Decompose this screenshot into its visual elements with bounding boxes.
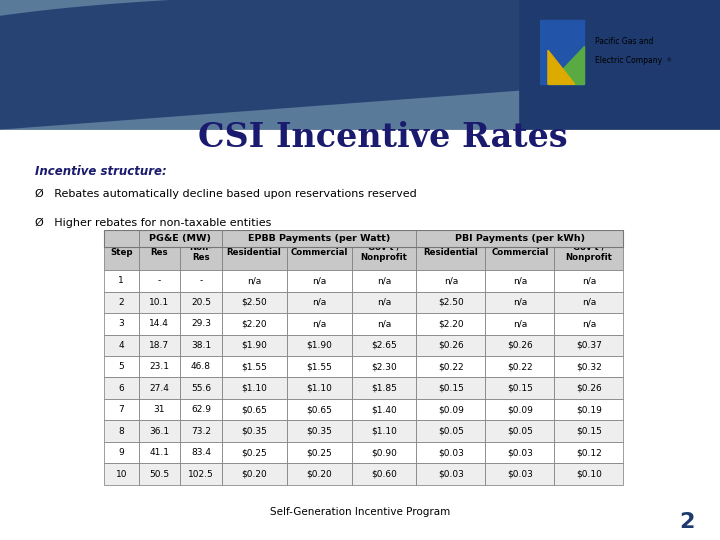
Text: ®: ® <box>667 58 672 64</box>
Bar <box>104 230 139 247</box>
PathPatch shape <box>0 0 720 130</box>
Text: PBI Payments (per kWh): PBI Payments (per kWh) <box>455 234 585 243</box>
Text: CSI Incentive Rates: CSI Incentive Rates <box>198 121 568 154</box>
Text: Incentive structure:: Incentive structure: <box>35 165 167 178</box>
Bar <box>0 0 518 130</box>
Text: Ø   Higher rebates for non-taxable entities: Ø Higher rebates for non-taxable entitie… <box>35 217 271 227</box>
Text: Electric Company: Electric Company <box>595 56 662 64</box>
Text: Self-Generation Incentive Program: Self-Generation Incentive Program <box>270 507 450 517</box>
Text: PG&E (MW): PG&E (MW) <box>149 234 211 243</box>
Text: Pacific Gas and: Pacific Gas and <box>595 37 654 46</box>
Bar <box>222 230 416 247</box>
Polygon shape <box>548 50 575 84</box>
Text: Ø   Rebates automatically decline based upon reservations reserved: Ø Rebates automatically decline based up… <box>35 189 417 199</box>
Bar <box>104 230 624 247</box>
Bar <box>139 230 222 247</box>
Text: EPBB Payments (per Watt): EPBB Payments (per Watt) <box>248 234 390 243</box>
Text: 2: 2 <box>680 512 695 532</box>
Bar <box>416 230 624 247</box>
Bar <box>540 20 585 84</box>
Polygon shape <box>548 46 585 84</box>
